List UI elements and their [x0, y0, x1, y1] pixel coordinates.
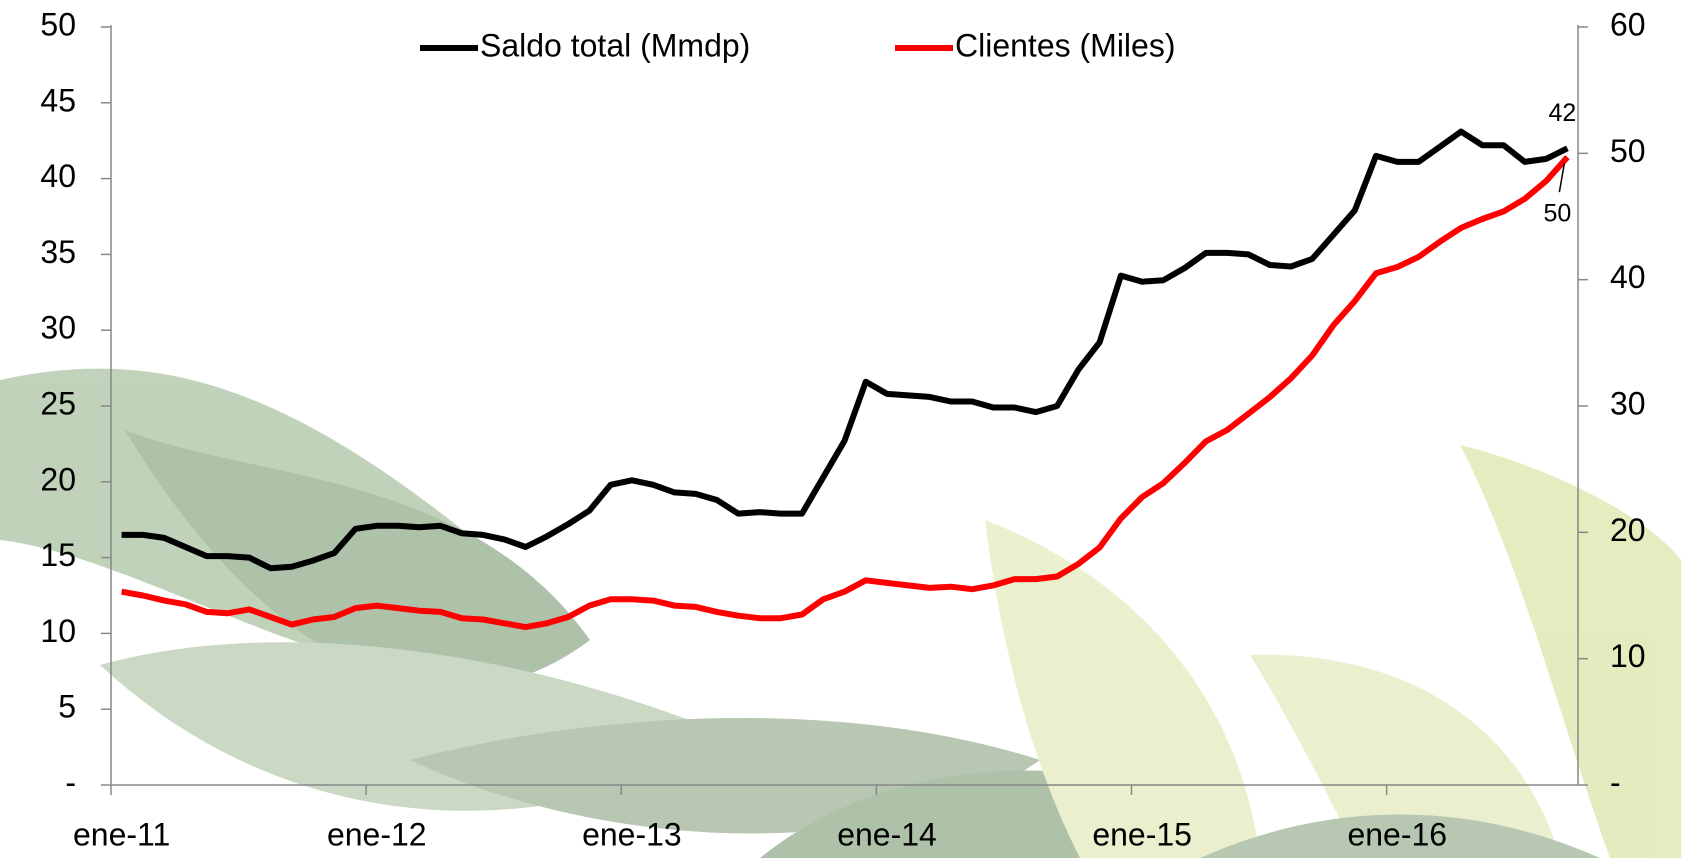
y-tick-label: 25 — [40, 385, 76, 421]
y-tick-label: 45 — [40, 82, 76, 118]
y-tick-label: 5 — [58, 689, 76, 725]
x-tick-label: ene-13 — [582, 816, 682, 852]
y-tick-label: - — [65, 764, 76, 800]
y-tick-label: 30 — [40, 310, 76, 346]
y2-tick-label: 60 — [1610, 6, 1646, 42]
legend-label: Clientes (Miles) — [955, 27, 1175, 63]
series-line — [121, 155, 1570, 631]
x-tick-label: ene-15 — [1092, 816, 1192, 852]
y-tick-label: 15 — [40, 537, 76, 573]
y-tick-label: 40 — [40, 158, 76, 194]
y2-tick-label: 30 — [1610, 385, 1646, 421]
data-label: 42 — [1548, 99, 1576, 127]
y2-tick-label: 20 — [1610, 512, 1646, 548]
x-tick-label: ene-16 — [1347, 816, 1447, 852]
label-leader — [1558, 162, 1566, 193]
y-tick-label: 50 — [40, 6, 76, 42]
y-tick-label: 10 — [40, 613, 76, 649]
x-tick-label: ene-12 — [327, 816, 427, 852]
y2-tick-label: 10 — [1610, 638, 1646, 674]
legend-label: Saldo total (Mmdp) — [480, 27, 750, 63]
y2-tick-label: 50 — [1610, 133, 1646, 169]
y2-tick-label: - — [1610, 764, 1621, 800]
y-tick-label: 35 — [40, 234, 76, 270]
x-tick-label: ene-11 — [73, 816, 170, 852]
background-leaves — [0, 368, 1681, 858]
y-tick-label: 20 — [40, 461, 76, 497]
series-line — [121, 128, 1569, 572]
data-label: 50 — [1543, 200, 1571, 228]
y2-tick-label: 40 — [1610, 259, 1646, 295]
x-tick-label: ene-14 — [837, 816, 937, 852]
